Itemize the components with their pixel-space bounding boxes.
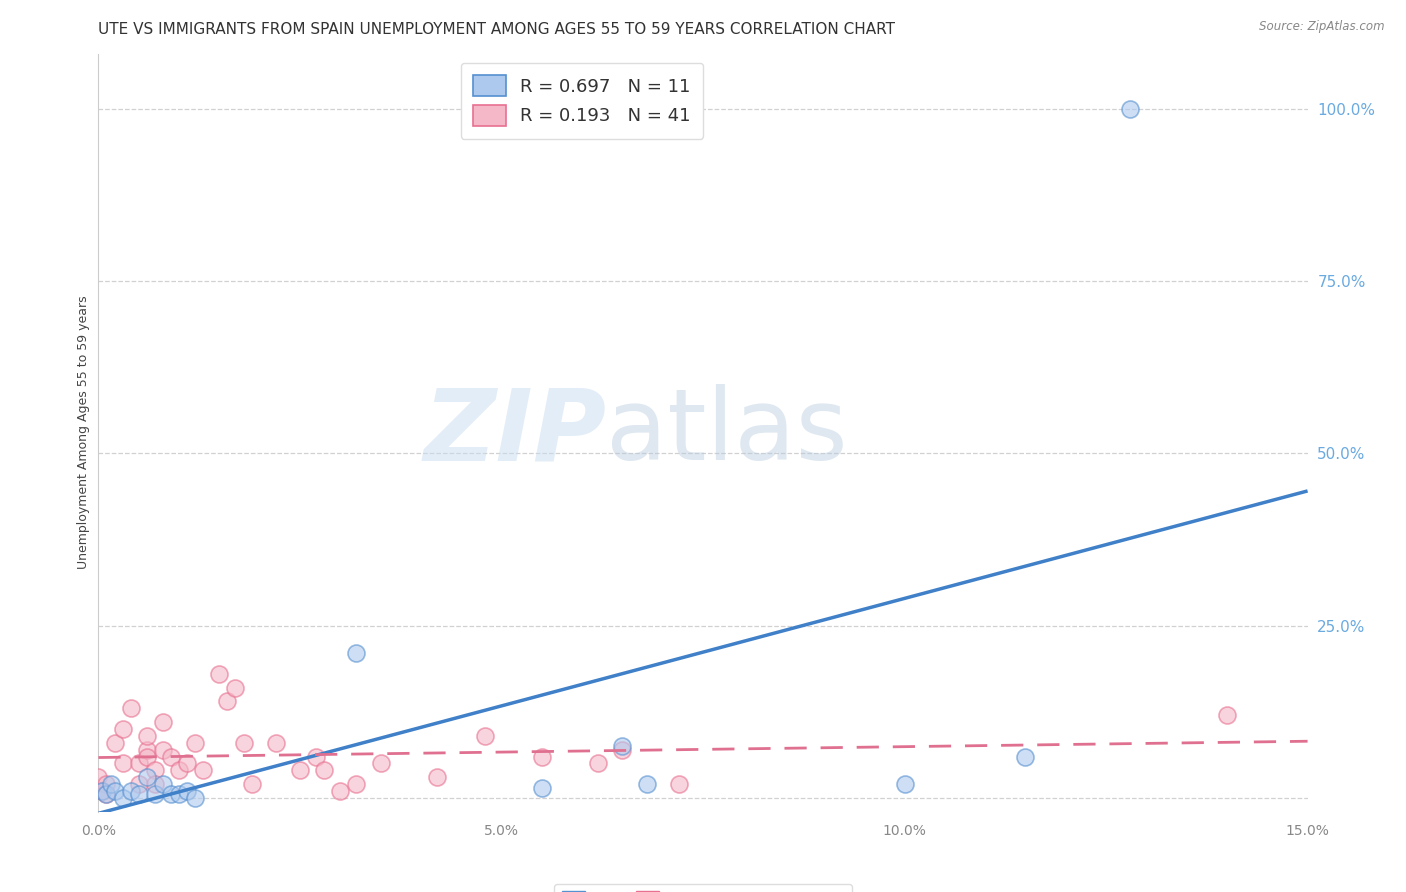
- Legend: Ute, Immigrants from Spain: Ute, Immigrants from Spain: [554, 884, 852, 892]
- Point: [314, 764, 336, 778]
- Point: [143, 777, 166, 791]
- Point: [893, 777, 915, 791]
- Point: [135, 729, 157, 743]
- Point: [152, 715, 174, 730]
- Point: [586, 756, 609, 771]
- Point: [135, 742, 157, 756]
- Point: [111, 722, 134, 736]
- Point: [232, 736, 254, 750]
- Point: [370, 756, 392, 771]
- Point: [87, 770, 110, 784]
- Point: [167, 764, 190, 778]
- Point: [160, 788, 183, 802]
- Text: atlas: atlas: [606, 384, 848, 481]
- Point: [176, 756, 198, 771]
- Point: [128, 777, 150, 791]
- Point: [167, 788, 190, 802]
- Point: [135, 749, 157, 764]
- Point: [240, 777, 263, 791]
- Point: [111, 756, 134, 771]
- Point: [128, 788, 150, 802]
- Point: [143, 764, 166, 778]
- Point: [208, 666, 231, 681]
- Point: [612, 742, 634, 756]
- Point: [329, 784, 352, 798]
- Point: [426, 770, 449, 784]
- Point: [96, 777, 118, 791]
- Point: [96, 788, 118, 802]
- Point: [120, 784, 142, 798]
- Text: Source: ZipAtlas.com: Source: ZipAtlas.com: [1260, 20, 1385, 33]
- Point: [344, 777, 367, 791]
- Point: [152, 777, 174, 791]
- Point: [636, 777, 658, 791]
- Point: [176, 784, 198, 798]
- Point: [612, 739, 634, 754]
- Point: [288, 764, 311, 778]
- Point: [184, 791, 207, 805]
- Point: [91, 784, 114, 798]
- Point: [224, 681, 246, 695]
- Point: [668, 777, 690, 791]
- Y-axis label: Unemployment Among Ages 55 to 59 years: Unemployment Among Ages 55 to 59 years: [77, 296, 90, 569]
- Point: [91, 784, 114, 798]
- Point: [120, 701, 142, 715]
- Point: [1216, 708, 1239, 723]
- Point: [135, 770, 157, 784]
- Point: [264, 736, 287, 750]
- Point: [100, 777, 122, 791]
- Text: ZIP: ZIP: [423, 384, 606, 481]
- Point: [152, 742, 174, 756]
- Point: [193, 764, 215, 778]
- Point: [96, 788, 118, 802]
- Point: [530, 749, 553, 764]
- Point: [160, 749, 183, 764]
- Point: [103, 784, 125, 798]
- Point: [103, 736, 125, 750]
- Point: [217, 694, 239, 708]
- Text: UTE VS IMMIGRANTS FROM SPAIN UNEMPLOYMENT AMONG AGES 55 TO 59 YEARS CORRELATION : UTE VS IMMIGRANTS FROM SPAIN UNEMPLOYMEN…: [98, 22, 896, 37]
- Point: [530, 780, 553, 795]
- Point: [184, 736, 207, 750]
- Point: [474, 729, 496, 743]
- Point: [1014, 749, 1036, 764]
- Point: [305, 749, 328, 764]
- Point: [143, 788, 166, 802]
- Point: [128, 756, 150, 771]
- Point: [1119, 102, 1142, 116]
- Point: [344, 646, 367, 660]
- Point: [111, 791, 134, 805]
